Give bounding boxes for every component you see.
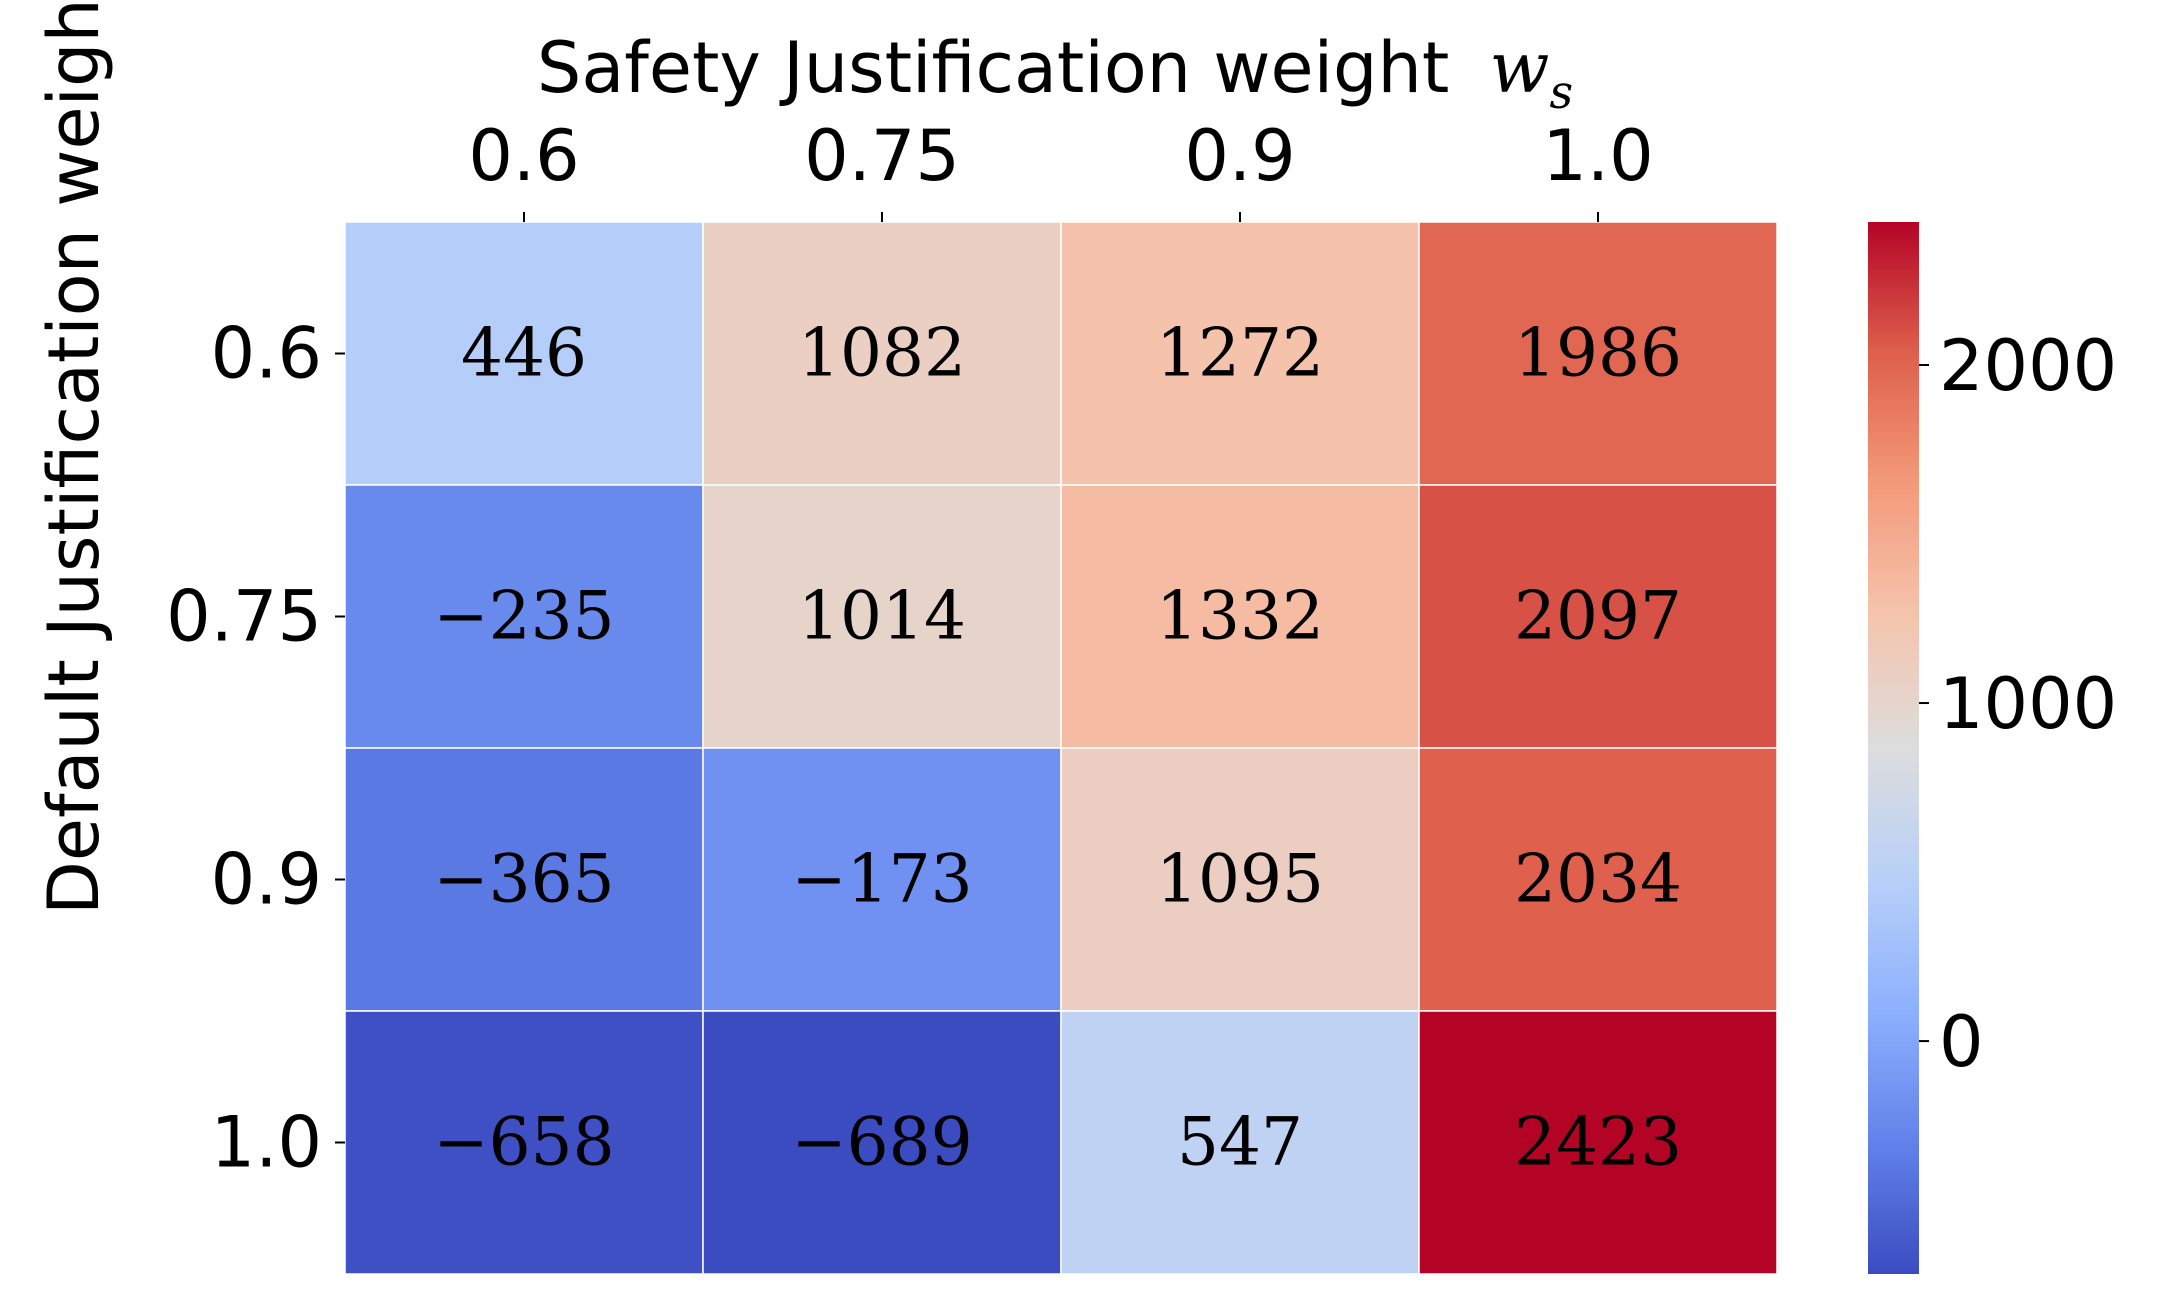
cell-label-r2-c2: 1095	[1156, 841, 1324, 918]
heatmap-cell-r2-c3	[1418, 747, 1778, 1012]
colorbar-tick-label-2: 2000	[1939, 325, 2117, 407]
cell-labels: 446 1082 1272 1986 −235 1014 1332 2097 −365 −173 1…	[433, 315, 1682, 1181]
y-tick-label-2: 0.9	[211, 839, 322, 921]
heatmap-cell-r0-c1	[702, 221, 1062, 486]
x-axis-ticks: 0.6 0.75 0.9 1.0	[468, 115, 1654, 222]
cell-label-r1-c1: 1014	[798, 578, 966, 655]
heatmap-cells	[344, 221, 1778, 1275]
cell-label-r1-c3: 2097	[1514, 578, 1682, 655]
cell-label-r2-c1: −173	[791, 841, 972, 918]
cell-label-r0-c2: 1272	[1156, 315, 1324, 392]
x-tick-label-2: 0.9	[1184, 115, 1295, 197]
colorbar-gradient	[1868, 222, 1919, 1274]
cell-label-r2-c3: 2034	[1514, 841, 1682, 918]
cell-label-r3-c1: −689	[791, 1104, 972, 1181]
heatmap-cell-r2-c1	[702, 747, 1062, 1012]
x-tick-label-0: 0.6	[468, 115, 579, 197]
x-tick-label-3: 1.0	[1542, 115, 1653, 197]
x-axis-title: Safety Justification weight ws	[537, 27, 1573, 119]
y-tick-label-0: 0.6	[211, 313, 322, 395]
heatmap-cell-r0-c3	[1418, 221, 1778, 486]
colorbar-tick-label-0: 0	[1939, 1001, 1984, 1083]
cell-label-r2-c0: −365	[433, 841, 614, 918]
y-axis-title-text: Default Justification weight	[33, 0, 115, 915]
cell-label-r0-c1: 1082	[798, 315, 966, 392]
cell-label-r3-c2: 547	[1177, 1104, 1303, 1181]
colorbar: 0 1000 2000	[1868, 222, 2117, 1274]
cell-label-r1-c2: 1332	[1156, 578, 1324, 655]
cell-label-r0-c3: 1986	[1514, 315, 1682, 392]
heatmap-cell-r0-c0	[344, 221, 704, 486]
heatmap-cell-r1-c3	[1418, 484, 1778, 749]
cell-label-r3-c0: −658	[433, 1104, 614, 1181]
heatmap-cell-r1-c1	[702, 484, 1062, 749]
heatmap-cell-r1-c2	[1060, 484, 1420, 749]
heatmap-cell-r3-c3	[1418, 1010, 1778, 1275]
y-axis-ticks: 0.6 0.75 0.9 1.0	[166, 313, 345, 1184]
cell-label-r3-c3: 2423	[1514, 1104, 1682, 1181]
y-tick-label-1: 0.75	[166, 576, 322, 658]
y-axis-title: Default Justification weight wdef	[33, 0, 125, 915]
y-tick-label-3: 1.0	[211, 1102, 322, 1184]
heatmap-cell-r3-c2	[1060, 1010, 1420, 1275]
heatmap-cell-r3-c1	[702, 1010, 1062, 1275]
x-tick-label-1: 0.75	[804, 115, 960, 197]
cell-label-r1-c0: −235	[433, 578, 614, 655]
colorbar-tick-label-1: 1000	[1939, 663, 2117, 745]
x-axis-title-text: Safety Justification weight	[537, 27, 1449, 109]
x-axis-title-subscript: s	[1549, 65, 1573, 119]
heatmap-cell-r1-c0	[344, 484, 704, 749]
heatmap-cell-r3-c0	[344, 1010, 704, 1275]
x-axis-title-symbol: w	[1490, 27, 1550, 109]
cell-label-r0-c0: 446	[461, 315, 587, 392]
